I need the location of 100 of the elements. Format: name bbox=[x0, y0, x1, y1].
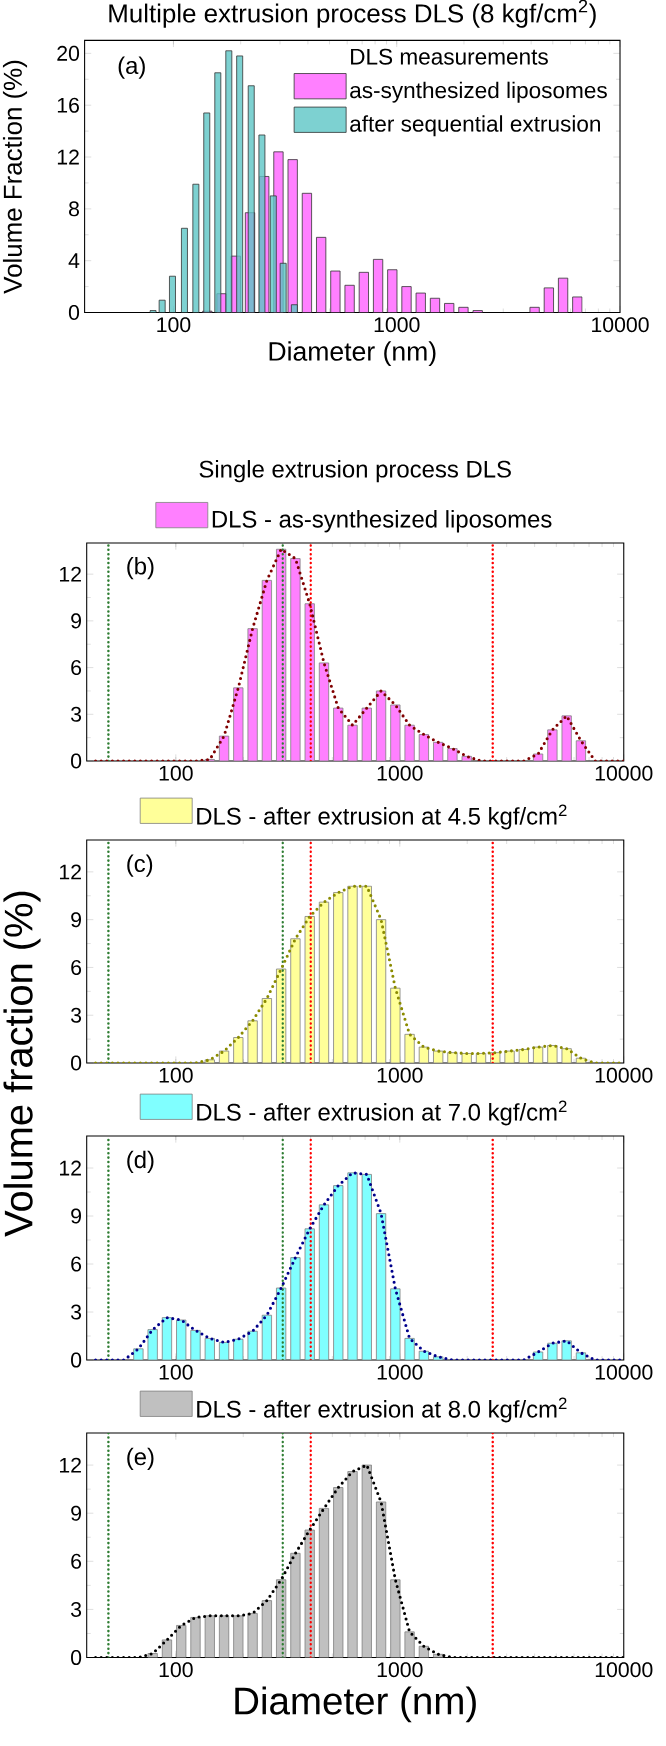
bar bbox=[433, 741, 444, 762]
bar bbox=[261, 998, 272, 1064]
x-tick-label: 1000 bbox=[374, 317, 420, 333]
bar bbox=[532, 1046, 544, 1064]
bar bbox=[290, 558, 301, 762]
y-tick-label: 12 bbox=[60, 566, 81, 582]
bar bbox=[361, 707, 372, 762]
y-tick-label: 0 bbox=[71, 753, 82, 769]
x-tick-label: 1000 bbox=[377, 1662, 423, 1678]
annotation: (e) bbox=[127, 1447, 154, 1470]
x-tick-label: 100 bbox=[159, 765, 193, 781]
bar bbox=[404, 1631, 415, 1658]
y-tick-label: 0 bbox=[71, 1055, 82, 1071]
y-axis-title: Volume fraction (%) bbox=[3, 891, 41, 1237]
bar bbox=[418, 1046, 429, 1064]
bar bbox=[375, 690, 387, 762]
x-tick-label: 1000 bbox=[377, 765, 423, 781]
annotation: (b) bbox=[127, 556, 154, 580]
bar bbox=[261, 1600, 272, 1658]
annotation: (d) bbox=[127, 1150, 154, 1173]
x-axis-title: Diameter (nm) bbox=[235, 1686, 476, 1723]
bar bbox=[318, 662, 330, 762]
y-tick-label: 3 bbox=[71, 1007, 82, 1023]
y-tick-label: 12 bbox=[60, 1457, 81, 1473]
bar bbox=[447, 748, 458, 762]
bar bbox=[347, 724, 358, 762]
legend-title: DLS measurements bbox=[351, 48, 548, 65]
bar bbox=[204, 1615, 215, 1658]
x-tick-label: 1000 bbox=[377, 1067, 423, 1083]
bar bbox=[404, 1033, 415, 1064]
bar bbox=[318, 901, 330, 1064]
bar bbox=[233, 1037, 244, 1064]
bar bbox=[347, 1471, 358, 1658]
x-tick-label: 10000 bbox=[595, 1364, 653, 1380]
x-axis-title: Diameter (nm) bbox=[269, 341, 436, 367]
bar bbox=[547, 729, 558, 762]
bar bbox=[504, 1050, 515, 1064]
x-tick-label: 1000 bbox=[377, 1364, 423, 1380]
y-tick-label: 9 bbox=[71, 613, 81, 629]
y-tick-label: 8 bbox=[69, 201, 79, 217]
bar bbox=[461, 1053, 472, 1064]
y-tick-label: 16 bbox=[57, 97, 79, 113]
annotation: (c) bbox=[127, 854, 153, 877]
chart-title: Multiple extrusion process DLS (8 kgf/cm$^{2}$) bbox=[109, 0, 596, 28]
bar bbox=[547, 1045, 558, 1064]
legend-label: DLS - after extrusion at 8.0 kgf/cm$^{2}$ bbox=[197, 1397, 567, 1423]
bar bbox=[190, 1617, 201, 1658]
bar bbox=[247, 628, 258, 762]
y-tick-label: 6 bbox=[71, 1553, 82, 1569]
bar bbox=[147, 1653, 158, 1658]
x-tick-label: 100 bbox=[159, 1067, 193, 1083]
legend-label: DLS - after extrusion at 7.0 kgf/cm$^{2}$ bbox=[197, 1100, 567, 1126]
x-tick-label: 10000 bbox=[595, 1662, 653, 1678]
y-tick-label: 9 bbox=[71, 1208, 81, 1224]
y-tick-label: 0 bbox=[71, 1650, 82, 1666]
y-axis-title: Volume Fraction (%) bbox=[2, 60, 28, 294]
y-tick-label: 20 bbox=[57, 45, 80, 61]
legend-label: DLS - as-synthesized liposomes bbox=[212, 510, 552, 533]
annotation: (a) bbox=[118, 56, 145, 79]
y-tick-label: 6 bbox=[71, 959, 82, 975]
bar bbox=[318, 1507, 330, 1658]
bar bbox=[247, 1613, 258, 1658]
x-tick-label: 100 bbox=[157, 317, 191, 333]
bar bbox=[218, 1050, 230, 1064]
bar bbox=[233, 687, 244, 762]
legend-label: DLS - after extrusion at 4.5 kgf/cm$^{2}$ bbox=[197, 804, 567, 830]
y-tick-label: 6 bbox=[71, 1256, 82, 1272]
chart-title: Single extrusion process DLS bbox=[199, 460, 511, 483]
y-tick-label: 3 bbox=[71, 1601, 82, 1617]
legend-label: after sequential extrusion bbox=[350, 115, 600, 137]
bar bbox=[347, 885, 358, 1064]
x-tick-label: 10000 bbox=[595, 765, 653, 781]
bar bbox=[247, 1020, 258, 1064]
y-tick-label: 12 bbox=[60, 1160, 81, 1176]
bar bbox=[361, 1464, 372, 1658]
bar bbox=[161, 1639, 173, 1658]
x-tick-label: 10000 bbox=[592, 317, 649, 333]
bar bbox=[361, 885, 372, 1064]
legend-label: as-synthesized liposomes bbox=[350, 81, 607, 103]
y-tick-label: 9 bbox=[71, 1505, 81, 1521]
x-tick-label: 100 bbox=[159, 1662, 193, 1678]
x-tick-label: 10000 bbox=[595, 1067, 653, 1083]
bar bbox=[404, 724, 415, 762]
bar bbox=[233, 1615, 244, 1658]
bar bbox=[433, 1050, 444, 1064]
bar bbox=[375, 919, 387, 1064]
y-tick-label: 3 bbox=[71, 706, 82, 722]
bar bbox=[518, 1049, 529, 1064]
y-tick-label: 0 bbox=[68, 304, 80, 321]
y-tick-label: 3 bbox=[71, 1304, 82, 1320]
x-tick-label: 100 bbox=[159, 1364, 193, 1380]
bar bbox=[418, 734, 429, 762]
bar bbox=[447, 1052, 458, 1064]
bar bbox=[290, 1552, 301, 1658]
y-tick-label: 4 bbox=[68, 253, 80, 268]
bar bbox=[290, 938, 301, 1064]
bar bbox=[218, 1615, 230, 1658]
y-tick-label: 9 bbox=[71, 912, 81, 928]
bar bbox=[218, 735, 230, 762]
bar bbox=[261, 579, 272, 762]
